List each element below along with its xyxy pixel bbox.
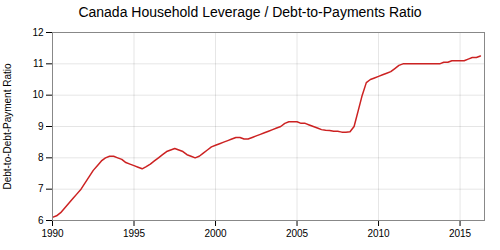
svg-text:Debt-to-Debt-Payment Ratio: Debt-to-Debt-Payment Ratio — [2, 63, 13, 190]
svg-text:2015: 2015 — [449, 228, 472, 239]
html-text:Canada Household Leverage / De: Canada Household Leverage / Debt-to-Paym… — [78, 4, 422, 20]
svg-text:9: 9 — [38, 121, 44, 132]
svg-text:8: 8 — [38, 152, 44, 163]
svg-text:11: 11 — [33, 58, 44, 69]
svg-text:12: 12 — [32, 27, 44, 38]
svg-text:2005: 2005 — [286, 228, 309, 239]
svg-text:7: 7 — [38, 183, 44, 194]
svg-text:2010: 2010 — [367, 228, 390, 239]
svg-text:2000: 2000 — [204, 228, 227, 239]
svg-text:10: 10 — [32, 89, 44, 100]
svg-text:6: 6 — [38, 215, 44, 226]
svg-text:1995: 1995 — [123, 228, 146, 239]
svg-text:1990: 1990 — [41, 228, 64, 239]
